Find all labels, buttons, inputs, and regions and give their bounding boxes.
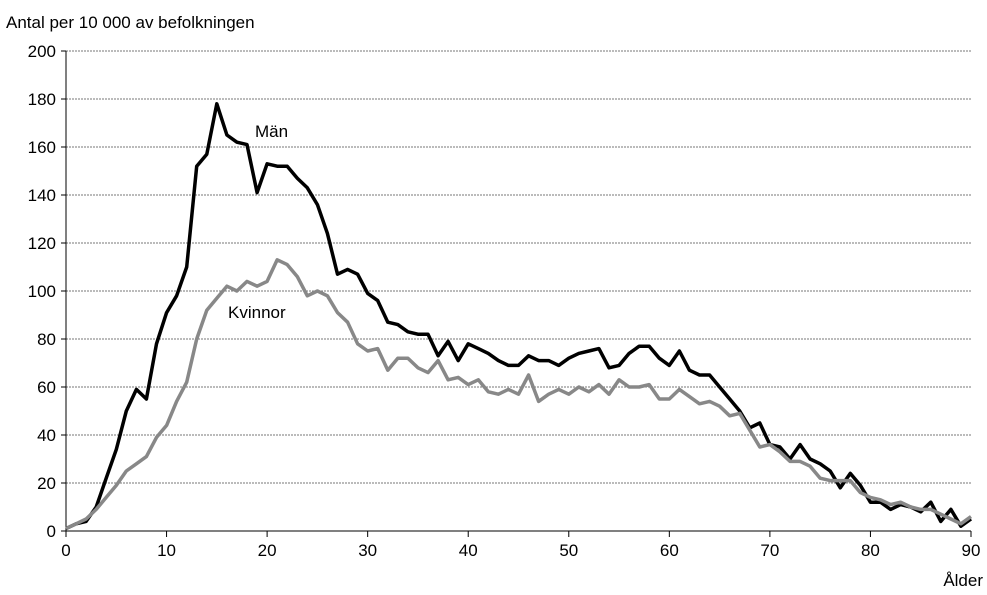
x-tick-label: 60	[660, 541, 679, 560]
x-tick-label: 40	[459, 541, 478, 560]
y-tick-label: 200	[28, 42, 56, 61]
line-series	[65, 258, 973, 531]
x-tick-label: 20	[258, 541, 277, 560]
y-tick-label: 120	[28, 234, 56, 253]
x-tick-label: 90	[962, 541, 981, 560]
x-tick-label: 70	[760, 541, 779, 560]
y-tick-label: 140	[28, 186, 56, 205]
y-tick-label: 100	[28, 282, 56, 301]
x-tick-label: 10	[157, 541, 176, 560]
y-tick-label: 20	[37, 474, 56, 493]
x-tick-label: 80	[861, 541, 880, 560]
series-label: Kvinnor	[228, 303, 286, 322]
x-tick-label: 30	[358, 541, 377, 560]
y-tick-label: 160	[28, 138, 56, 157]
y-tick-label: 0	[47, 522, 56, 541]
y-tick-label: 80	[37, 330, 56, 349]
y-axis-label: Antal per 10 000 av befolkningen	[6, 13, 255, 32]
y-tick-label: 180	[28, 90, 56, 109]
y-tick-label: 40	[37, 426, 56, 445]
y-tick-label: 60	[37, 378, 56, 397]
series-label: Män	[255, 122, 288, 141]
x-tick-label: 50	[559, 541, 578, 560]
line-series	[65, 102, 973, 531]
x-axis-label: Ålder	[943, 571, 983, 590]
x-tick-label: 0	[61, 541, 70, 560]
